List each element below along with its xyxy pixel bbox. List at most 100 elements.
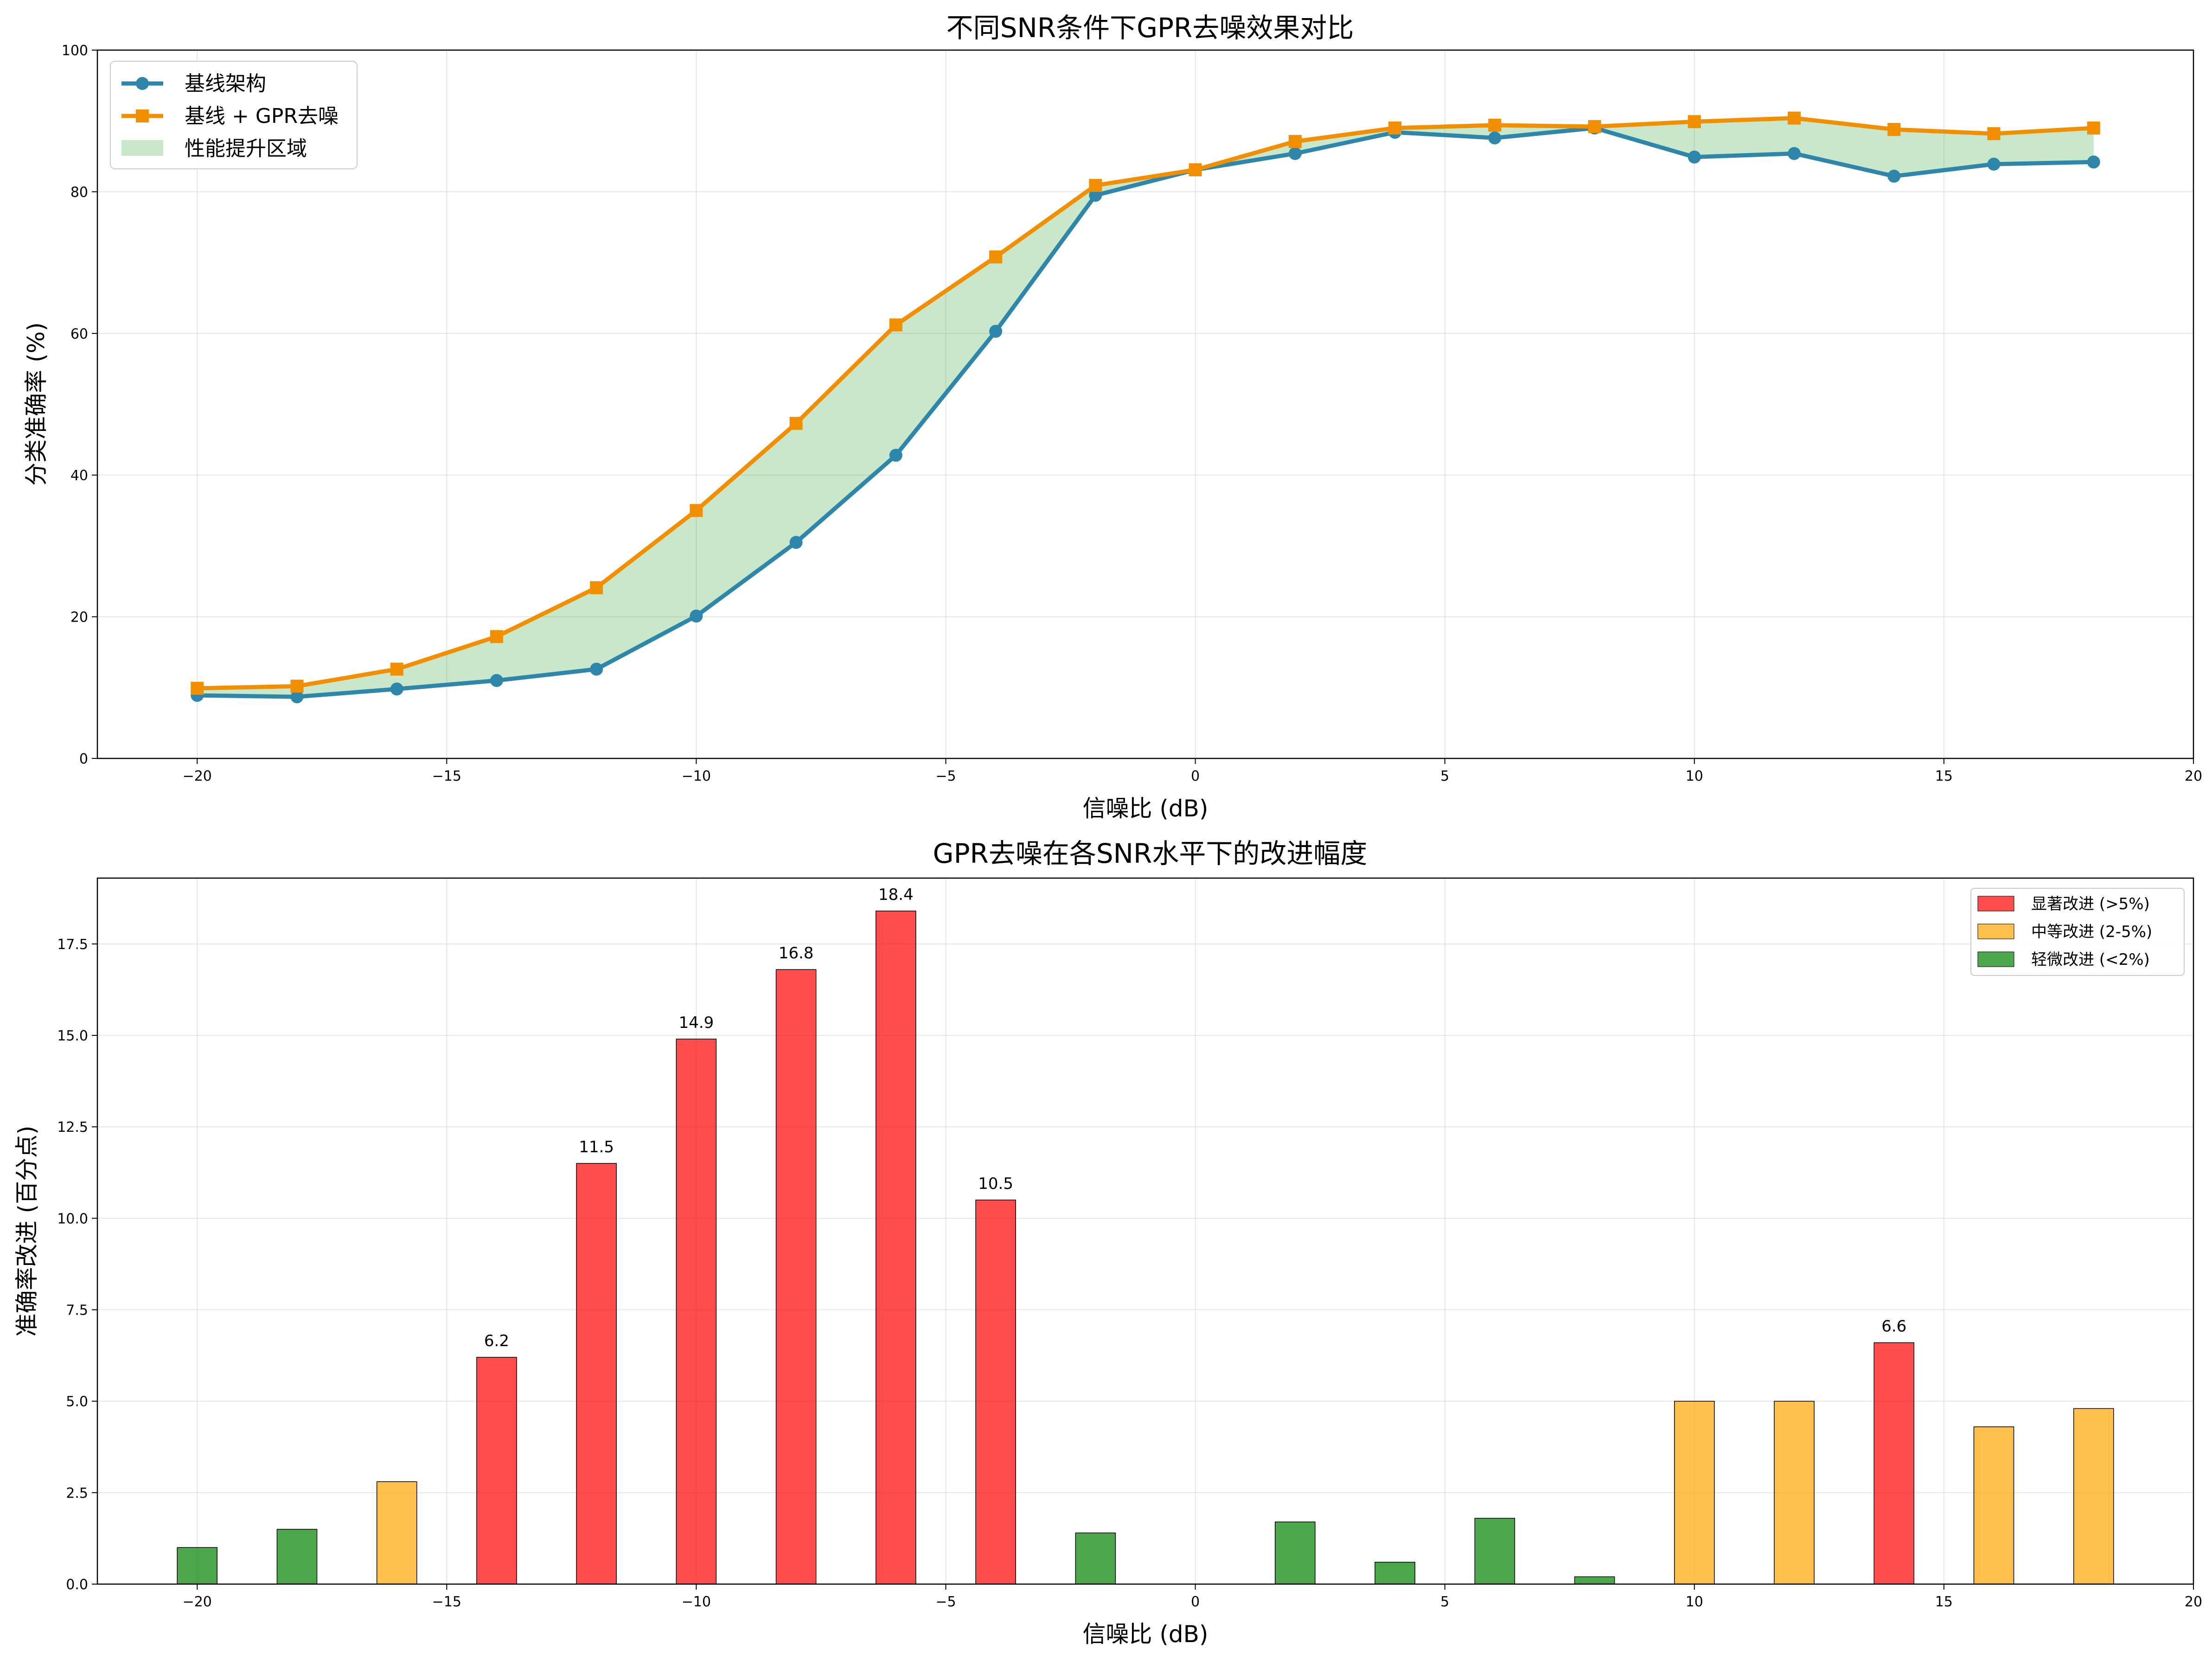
bottom-y-tick-label: 5.0 xyxy=(66,1394,88,1410)
bottom-x-tick-label: 0 xyxy=(1191,1594,1200,1610)
improvement-bar xyxy=(1275,1521,1316,1585)
improvement-bar xyxy=(676,1039,717,1585)
improvement-bar xyxy=(975,1200,1016,1585)
improvement-bar xyxy=(376,1481,417,1585)
legend-moderate-swatch xyxy=(1977,924,2014,939)
bottom-axes-frame xyxy=(96,877,2194,1585)
baseline-point xyxy=(989,325,1003,338)
top-y-tick-label: 0 xyxy=(79,751,88,767)
gpr-point xyxy=(789,417,803,430)
improvement-bar xyxy=(476,1357,517,1585)
top-x-tick-label: −10 xyxy=(682,768,711,784)
legend-fill-swatch xyxy=(121,140,163,156)
bottom-y-tick-label: 2.5 xyxy=(66,1485,88,1502)
bottom-y-tick-label: 12.5 xyxy=(57,1119,88,1136)
top-x-axis-label: 信噪比 (dB) xyxy=(1083,795,1208,822)
top-x-tick-label: −20 xyxy=(183,768,212,784)
bottom-x-tick-label: −20 xyxy=(183,1594,212,1610)
bottom-x-tick-label: −15 xyxy=(432,1594,461,1610)
gpr-point xyxy=(1189,163,1202,177)
top-y-tick-label: 40 xyxy=(70,468,88,484)
legend-gpr-marker xyxy=(136,109,149,122)
top-y-tick-label: 60 xyxy=(70,326,88,342)
bar-value-label: 6.2 xyxy=(484,1332,509,1350)
bottom-x-tick-label: 20 xyxy=(2185,1594,2202,1610)
top-x-ticks: −20 −15 −10 −5 0 5 10 15 20 xyxy=(183,758,2202,784)
legend-baseline-marker xyxy=(136,77,149,90)
legend-entry-gpr: 基线 + GPR去噪 xyxy=(121,104,339,128)
top-chart-title: 不同SNR条件下GPR去噪效果对比 xyxy=(946,12,1354,44)
bar-value-label: 6.6 xyxy=(1881,1317,1906,1336)
top-x-tick-label: −5 xyxy=(935,768,956,784)
gpr-point xyxy=(889,318,902,332)
gpr-point xyxy=(1987,127,2001,141)
gpr-point xyxy=(989,250,1003,263)
top-x-tick-label: 0 xyxy=(1191,768,1200,784)
bar-value-label: 11.5 xyxy=(579,1138,614,1156)
legend-entry-baseline: 基线架构 xyxy=(121,72,266,96)
bottom-y-tick-label: 17.5 xyxy=(57,937,88,953)
baseline-point xyxy=(789,536,803,549)
gpr-point xyxy=(1887,123,1901,136)
baseline-point xyxy=(889,449,902,462)
bar-value-label: 14.9 xyxy=(679,1014,714,1032)
baseline-series-line xyxy=(197,126,2094,699)
bar-value-label: 10.5 xyxy=(978,1175,1013,1193)
baseline-point xyxy=(2087,155,2100,169)
legend-minor-label: 轻微改进 (<2%) xyxy=(2031,950,2150,969)
top-y-tick-label: 80 xyxy=(70,184,88,200)
baseline-point xyxy=(1788,147,1801,160)
improvement-bar xyxy=(1873,1342,1915,1585)
bottom-y-tick-label: 0.0 xyxy=(66,1577,88,1593)
improvement-bar xyxy=(1574,1576,1615,1585)
improvement-bar xyxy=(1075,1532,1116,1585)
bottom-y-axis-label: 准确率改进 (百分点) xyxy=(13,1126,40,1337)
top-y-tick-label: 100 xyxy=(62,43,88,59)
top-axes-frame xyxy=(96,49,2194,759)
improvement-bar xyxy=(2073,1408,2114,1585)
baseline-point xyxy=(690,610,703,623)
improvement-bar xyxy=(775,969,817,1585)
gpr-point xyxy=(1488,118,1502,132)
baseline-point xyxy=(390,682,403,696)
baseline-point xyxy=(1488,131,1502,145)
baseline-point xyxy=(1987,157,2001,171)
top-y-tick-label: 20 xyxy=(70,610,88,626)
gpr-point xyxy=(690,504,703,517)
bottom-y-tick-label: 10.0 xyxy=(57,1211,88,1227)
legend-entry-minor: 轻微改进 (<2%) xyxy=(1977,950,2150,969)
legend-gpr-label: 基线 + GPR去噪 xyxy=(185,104,339,128)
baseline-point xyxy=(1288,147,1302,160)
bar-value-label: 18.4 xyxy=(878,886,914,904)
gpr-point xyxy=(1688,115,1701,128)
legend-entry-moderate: 中等改进 (2-5%) xyxy=(1977,923,2152,941)
gpr-series-line xyxy=(197,116,2094,691)
legend-entry-fill: 性能提升区域 xyxy=(121,137,307,160)
legend-baseline-label: 基线架构 xyxy=(185,72,266,96)
bottom-x-axis-label: 信噪比 (dB) xyxy=(1083,1621,1208,1648)
top-legend: 基线架构 基线 + GPR去噪 性能提升区域 xyxy=(110,61,358,169)
legend-fill-label: 性能提升区域 xyxy=(185,137,307,160)
improvement-bar xyxy=(276,1528,318,1585)
gpr-point xyxy=(290,680,304,693)
improvement-bar xyxy=(177,1547,218,1585)
bottom-chart-title: GPR去噪在各SNR水平下的改进幅度 xyxy=(933,838,1368,869)
top-legend-frame xyxy=(110,61,358,169)
baseline-point xyxy=(1688,150,1701,164)
top-x-tick-label: −15 xyxy=(432,768,461,784)
bottom-x-tick-label: −5 xyxy=(935,1594,956,1610)
bottom-plot-area: 6.2 11.5 14.9 16.8 18.4 10.5 6.6 xyxy=(177,886,2114,1585)
gpr-point xyxy=(1388,121,1402,135)
bottom-x-tick-label: 5 xyxy=(1440,1594,1449,1610)
improvement-bar xyxy=(1674,1400,1715,1585)
gpr-point xyxy=(1089,179,1102,192)
improvement-bar xyxy=(876,911,916,1585)
gpr-point xyxy=(2087,121,2100,135)
gpr-point xyxy=(1588,120,1601,133)
legend-moderate-label: 中等改进 (2-5%) xyxy=(2031,923,2152,941)
improvement-bar xyxy=(576,1163,617,1585)
gpr-point xyxy=(390,662,403,676)
baseline-point xyxy=(290,690,304,704)
accuracy-line-chart: 不同SNR条件下GPR去噪效果对比 −20 −15 −10 −5 0 5 10 15 20 0 2… xyxy=(23,12,2202,822)
